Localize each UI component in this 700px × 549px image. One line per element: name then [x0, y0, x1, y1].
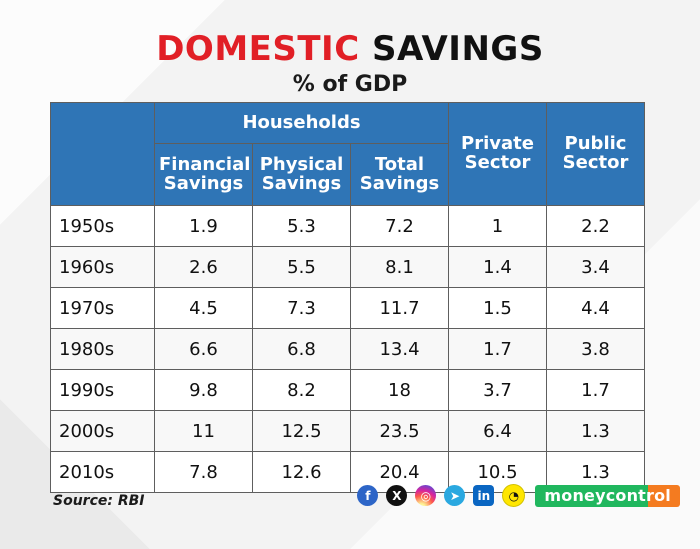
physical-savings-cell: 5.3 [252, 205, 351, 247]
table-body: 1950s 1.9 5.3 7.2 1 2.2 1960s 2.6 5.5 8.… [50, 205, 645, 493]
public-sector-cell: 1.3 [546, 410, 645, 452]
page-title: DOMESTIC SAVINGS [0, 32, 700, 66]
private-sector-cell: 3.7 [448, 369, 547, 411]
decade-cell: 1970s [50, 287, 155, 329]
page-subtitle: % of GDP [292, 72, 408, 97]
social-icons: f X ◎ ➤ in ◔ moneycontrol [357, 484, 680, 507]
linkedin-icon[interactable]: in [473, 485, 495, 506]
moneycontrol-logo: moneycontrol [535, 484, 680, 507]
public-sector-cell: 2.2 [546, 205, 645, 247]
households-group-header: Households [154, 102, 449, 144]
total-savings-header: Total Savings [350, 143, 449, 206]
private-sector-cell: 6.4 [448, 410, 547, 452]
private-sector-cell: 1.4 [448, 246, 547, 288]
financial-savings-cell: 4.5 [154, 287, 253, 329]
decade-cell: 1960s [50, 246, 155, 288]
total-savings-cell: 11.7 [350, 287, 449, 329]
total-savings-cell: 8.1 [350, 246, 449, 288]
total-savings-cell: 18 [350, 369, 449, 411]
public-sector-cell: 1.7 [546, 369, 645, 411]
table-row: 1970s 4.5 7.3 11.7 1.5 4.4 [50, 287, 645, 329]
decade-cell: 2010s [50, 451, 155, 493]
total-savings-cell: 23.5 [350, 410, 449, 452]
decade-cell: 1980s [50, 328, 155, 370]
source-label: Source: RBI [53, 493, 145, 509]
physical-savings-cell: 8.2 [252, 369, 351, 411]
financial-savings-cell: 7.8 [154, 451, 253, 493]
financial-savings-cell: 11 [154, 410, 253, 452]
total-savings-cell: 13.4 [350, 328, 449, 370]
financial-savings-cell: 1.9 [154, 205, 253, 247]
instagram-icon[interactable]: ◎ [415, 485, 437, 506]
table-row: 2000s 11 12.5 23.5 6.4 1.3 [50, 410, 645, 452]
total-savings-cell: 7.2 [350, 205, 449, 247]
table-row: 1980s 6.6 6.8 13.4 1.7 3.8 [50, 328, 645, 370]
public-sector-cell: 3.8 [546, 328, 645, 370]
private-sector-cell: 1 [448, 205, 547, 247]
private-sector-header: Private Sector [448, 102, 547, 206]
financial-savings-cell: 6.6 [154, 328, 253, 370]
financial-savings-cell: 2.6 [154, 246, 253, 288]
decade-cell: 1950s [50, 205, 155, 247]
decade-header-blank [50, 102, 155, 206]
physical-savings-cell: 12.6 [252, 451, 351, 493]
header: DOMESTIC SAVINGS % of GDP [0, 32, 700, 96]
savings-table: Households Private Sector Public Sector … [50, 102, 645, 493]
public-sector-cell: 4.4 [546, 287, 645, 329]
decade-cell: 1990s [50, 369, 155, 411]
telegram-icon[interactable]: ➤ [444, 485, 466, 506]
public-sector-header: Public Sector [546, 102, 645, 206]
public-sector-cell: 3.4 [546, 246, 645, 288]
private-sector-cell: 1.7 [448, 328, 547, 370]
title-black: SAVINGS [372, 29, 544, 69]
table-row: 1960s 2.6 5.5 8.1 1.4 3.4 [50, 246, 645, 288]
private-sector-cell: 1.5 [448, 287, 547, 329]
facebook-icon[interactable]: f [357, 485, 379, 506]
physical-savings-header: Physical Savings [252, 143, 351, 206]
table-row: 1990s 9.8 8.2 18 3.7 1.7 [50, 369, 645, 411]
financial-savings-cell: 9.8 [154, 369, 253, 411]
physical-savings-cell: 6.8 [252, 328, 351, 370]
snapchat-icon[interactable]: ◔ [502, 484, 526, 507]
title-red: DOMESTIC [156, 29, 360, 69]
physical-savings-cell: 7.3 [252, 287, 351, 329]
savings-table-container: Households Private Sector Public Sector … [50, 102, 645, 493]
financial-savings-header: Financial Savings [154, 143, 253, 206]
physical-savings-cell: 5.5 [252, 246, 351, 288]
physical-savings-cell: 12.5 [252, 410, 351, 452]
x-icon[interactable]: X [386, 485, 408, 506]
table-row: 1950s 1.9 5.3 7.2 1 2.2 [50, 205, 645, 247]
private-sector-cell: 10.5 [448, 451, 547, 493]
decade-cell: 2000s [50, 410, 155, 452]
